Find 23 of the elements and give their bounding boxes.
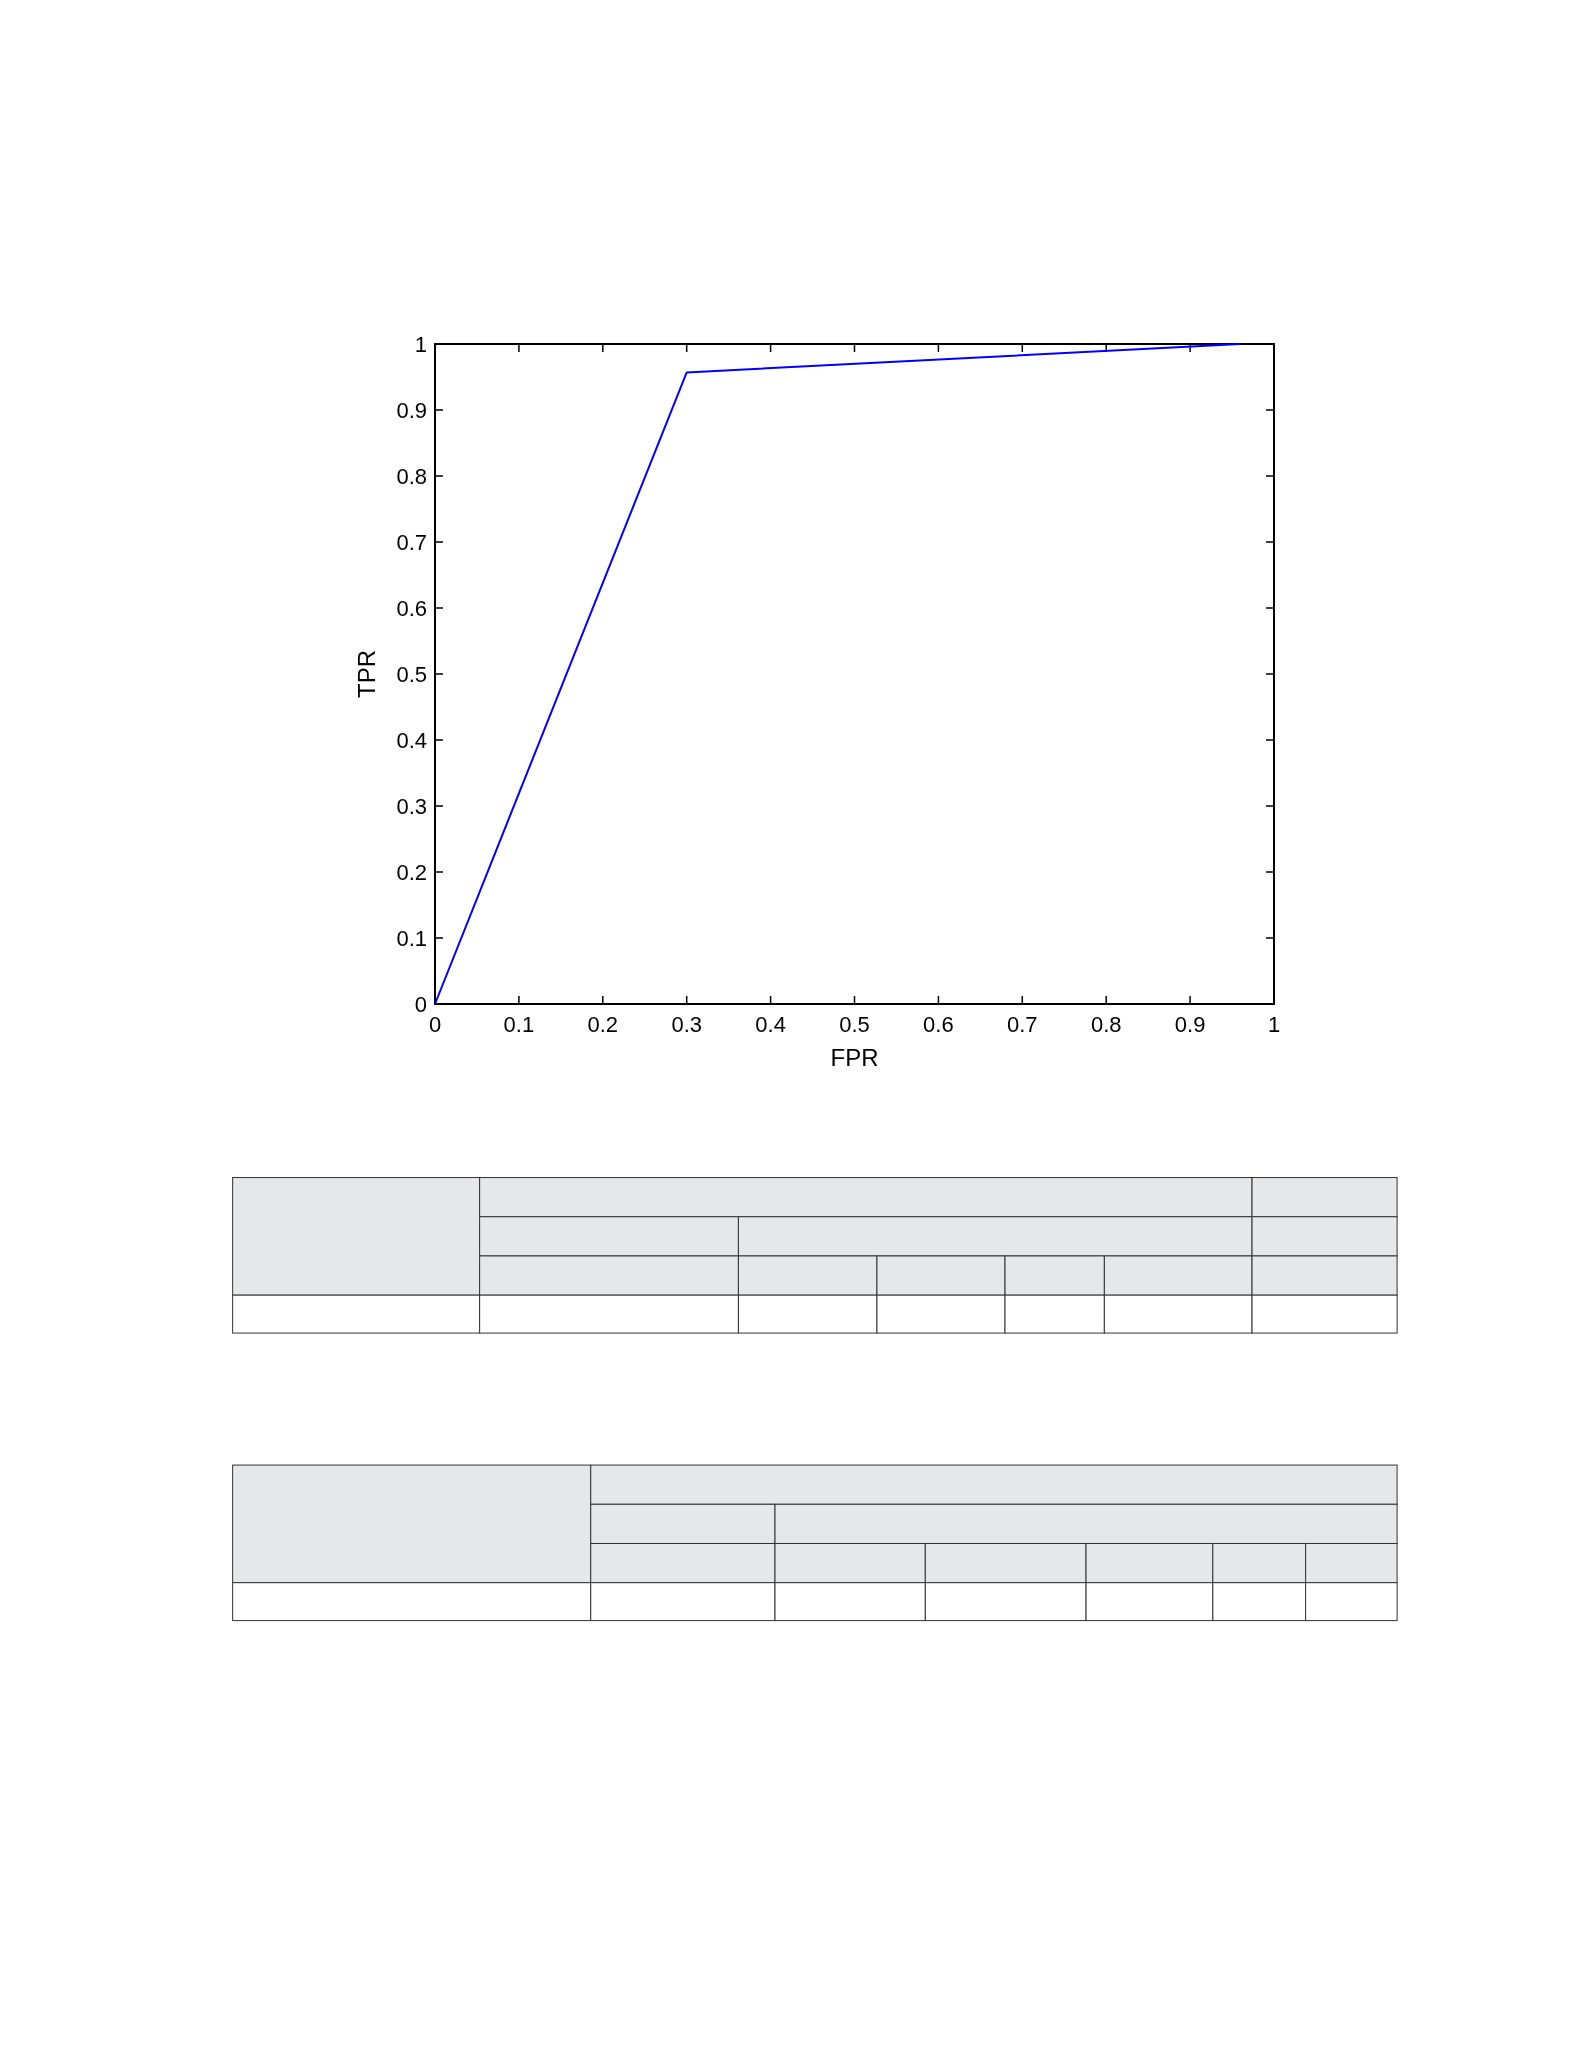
- x-tick-label: 0.4: [755, 1012, 786, 1037]
- y-tick-label: 1: [414, 332, 427, 357]
- x-tick-label: 0.5: [839, 1012, 870, 1037]
- x-tick-label: 0.1: [503, 1012, 535, 1037]
- y-tick-label: 0.3: [396, 794, 427, 819]
- x-tick-label: 0.6: [923, 1012, 954, 1037]
- y-tick-label: 0.4: [396, 728, 427, 753]
- x-tick-label: 0.8: [1090, 1012, 1122, 1037]
- y-tick-label: 0.6: [396, 596, 427, 621]
- y-tick-label: 0.1: [396, 926, 427, 951]
- x-tick-label: 1: [1267, 1012, 1281, 1037]
- x-tick-label: 0.9: [1174, 1012, 1206, 1037]
- x-axis-title: FPR: [830, 1044, 879, 1071]
- y-tick-label: 0.2: [396, 860, 427, 885]
- y-tick-label: 0.8: [396, 464, 427, 489]
- x-tick-label: 0.3: [671, 1012, 702, 1037]
- x-tick-label: 0.2: [587, 1012, 619, 1037]
- y-tick-label: 0.7: [396, 530, 427, 555]
- x-tick-label: 0.7: [1007, 1012, 1038, 1037]
- y-tick-label: 0: [414, 992, 427, 1017]
- y-tick-label: 0.5: [396, 662, 427, 687]
- y-tick-label: 0.9: [396, 398, 427, 423]
- y-axis-title: TPR: [353, 650, 380, 698]
